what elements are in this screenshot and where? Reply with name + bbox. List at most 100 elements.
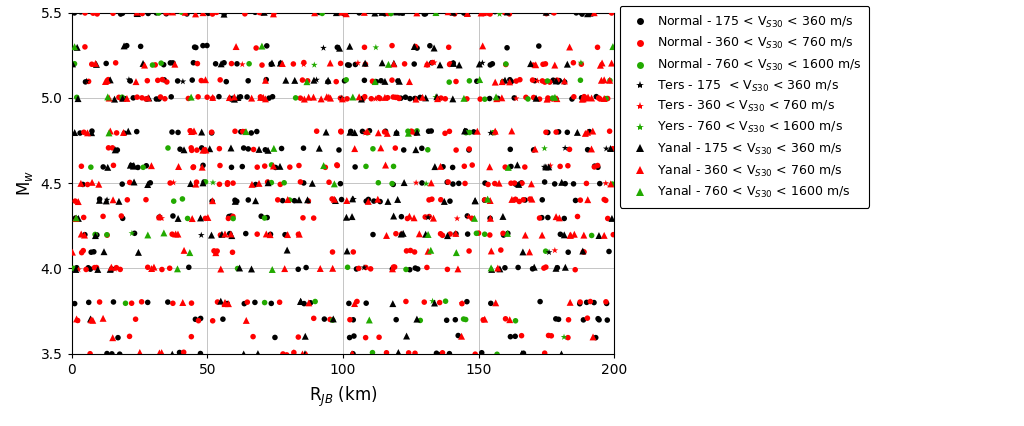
Point [502, 78, 518, 85]
Point [542, 79, 558, 86]
Point [359, 128, 376, 135]
Point [495, 230, 511, 237]
Point [254, 10, 270, 17]
Point [156, 76, 172, 83]
Point [344, 350, 360, 357]
Point [226, 94, 243, 101]
Point [496, 232, 512, 239]
Point [472, 96, 488, 103]
Point [119, 95, 135, 102]
Point [77, 78, 93, 85]
Point [328, 197, 344, 204]
Point [437, 298, 454, 305]
Point [260, 147, 276, 154]
Point [194, 129, 210, 135]
Point [408, 129, 424, 136]
Point [424, 298, 440, 305]
Point [567, 197, 584, 204]
Point [605, 43, 622, 50]
Point [406, 214, 422, 221]
Point [204, 129, 220, 135]
Point [409, 129, 425, 135]
Point [355, 95, 372, 102]
Point [328, 9, 344, 16]
Point [333, 60, 349, 67]
Point [332, 95, 348, 101]
Point [77, 9, 93, 16]
Point [556, 334, 572, 340]
Point [165, 300, 181, 307]
Point [508, 95, 524, 102]
Point [439, 179, 456, 186]
Point [346, 145, 362, 152]
Point [450, 332, 466, 339]
Point [199, 94, 215, 101]
Point [547, 62, 563, 69]
Point [378, 232, 394, 239]
Point [379, 130, 395, 137]
Point [89, 232, 105, 239]
Point [486, 180, 503, 187]
Point [288, 95, 304, 101]
Point [140, 95, 157, 101]
Point [588, 334, 604, 341]
Point [568, 9, 585, 16]
Point [353, 95, 370, 102]
Point [184, 77, 201, 83]
Point [482, 130, 499, 136]
Point [244, 181, 260, 188]
Point [80, 265, 96, 271]
Point [132, 43, 148, 50]
Point [401, 78, 418, 85]
Point [123, 162, 139, 169]
Point [449, 215, 465, 222]
Point [513, 179, 529, 186]
Point [311, 145, 328, 152]
Point [388, 316, 404, 323]
Point [115, 215, 131, 222]
Point [299, 78, 315, 84]
Point [138, 95, 155, 102]
Point [508, 78, 524, 84]
Point [139, 77, 156, 84]
Point [541, 249, 557, 256]
Point [356, 9, 373, 16]
Point [110, 147, 126, 153]
Point [134, 10, 151, 17]
Point [572, 59, 589, 66]
Point [419, 61, 435, 68]
Point [602, 145, 618, 152]
Point [322, 60, 338, 66]
Point [71, 266, 87, 273]
Point [565, 59, 582, 66]
Point [572, 299, 589, 305]
Point [499, 9, 515, 15]
Point [432, 196, 449, 203]
Point [475, 317, 492, 323]
Point [358, 300, 375, 307]
Point [580, 196, 596, 203]
Point [160, 9, 176, 15]
Point [257, 77, 273, 84]
Point [444, 95, 461, 102]
Point [222, 230, 239, 237]
Point [586, 299, 602, 306]
Point [591, 95, 607, 101]
Point [152, 213, 168, 220]
Point [596, 232, 612, 239]
Point [380, 198, 396, 205]
Point [548, 213, 564, 220]
Point [117, 95, 133, 102]
Point [527, 146, 544, 153]
Point [164, 129, 180, 135]
Point [109, 264, 125, 271]
Point [580, 146, 596, 153]
Point [377, 78, 393, 85]
Point [388, 9, 404, 15]
Point [469, 78, 485, 85]
Point [183, 94, 200, 101]
Point [575, 93, 592, 100]
Point [554, 179, 570, 186]
Point [85, 10, 101, 17]
Point [128, 10, 144, 17]
